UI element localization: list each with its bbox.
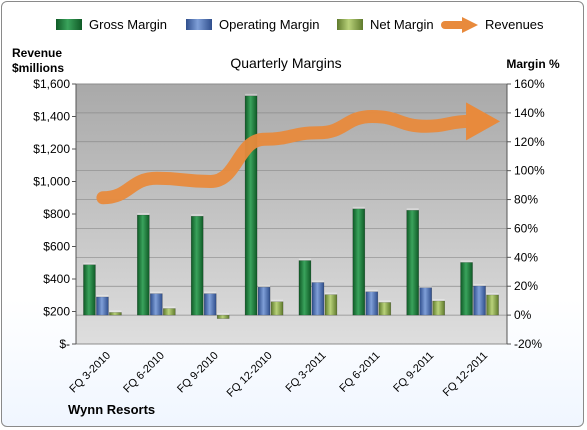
bar-gross-margin bbox=[406, 209, 419, 316]
bar-net-margin-cap bbox=[271, 299, 284, 302]
revenues-arrowhead bbox=[466, 102, 501, 141]
x-axis: FQ 3-2010 FQ 6-2010 FQ 9-2010 FQ 12-2010 FQ … bbox=[67, 350, 490, 400]
bar-gross-margin-cap bbox=[406, 208, 419, 211]
bar-operating-margin-cap bbox=[96, 294, 109, 297]
legend-label-gross-margin: Gross Margin bbox=[89, 17, 167, 32]
bar-operating-margin bbox=[257, 286, 271, 316]
left-tick-label: $200 bbox=[43, 305, 70, 319]
bar-net-margin bbox=[432, 300, 445, 316]
bar-operating-margin-cap bbox=[150, 291, 163, 294]
bar-gross-margin-cap bbox=[191, 214, 204, 217]
bar-net-margin bbox=[216, 314, 230, 319]
left-tick-label: $400 bbox=[43, 272, 70, 286]
legend-swatch-operating-margin bbox=[186, 19, 212, 30]
left-tick-label: $1,200 bbox=[33, 142, 70, 156]
x-tick-label: FQ 3-2010 bbox=[67, 350, 113, 396]
bar-gross-margin-cap bbox=[245, 93, 258, 96]
bar-operating-margin-cap bbox=[204, 291, 217, 294]
bar-gross-margin-cap bbox=[460, 260, 473, 263]
right-tick-label: 40% bbox=[514, 250, 538, 264]
bar-gross-margin-cap bbox=[352, 206, 365, 209]
left-axis: $- $200 $400 $600 $800 $1,000 $1,200 $1,400 $1,6… bbox=[33, 77, 77, 351]
legend-label-operating-margin: Operating Margin bbox=[219, 17, 319, 32]
x-tick-label: FQ 6-2011 bbox=[337, 350, 382, 395]
bar-gross-margin-cap bbox=[137, 213, 150, 216]
left-tick-label: $800 bbox=[43, 207, 70, 221]
left-tick-label: $1,400 bbox=[33, 110, 70, 124]
right-axis-label: Margin % bbox=[506, 57, 560, 71]
legend-swatch-gross-margin bbox=[56, 19, 82, 30]
bar-gross-margin-cap bbox=[298, 258, 311, 261]
bar-gross-margin bbox=[460, 262, 473, 316]
bar-operating-margin bbox=[419, 287, 432, 316]
bar-operating-margin-cap bbox=[311, 280, 324, 283]
bar-operating-margin bbox=[311, 282, 325, 316]
legend-swatch-net-margin bbox=[337, 19, 363, 30]
bar-operating-margin-cap bbox=[365, 289, 378, 292]
bar-gross-margin bbox=[244, 95, 258, 316]
right-tick-label: 160% bbox=[514, 77, 545, 91]
legend-arrowhead-revenues bbox=[462, 17, 478, 33]
right-tick-label: 100% bbox=[514, 164, 545, 178]
bar-net-margin bbox=[270, 301, 284, 316]
bar-net-margin-cap bbox=[324, 292, 337, 295]
right-tick-label: 0% bbox=[514, 308, 532, 322]
bar-net-margin-cap bbox=[163, 306, 176, 309]
bar-gross-margin bbox=[298, 260, 312, 316]
bar-operating-margin-cap bbox=[473, 283, 486, 286]
bar-net-margin-cap bbox=[486, 292, 499, 295]
x-tick-label: FQ 9-2011 bbox=[391, 350, 436, 395]
revenue-line-layer bbox=[96, 102, 501, 205]
bar-gross-margin-cap bbox=[83, 262, 96, 265]
bar-net-margin-cap bbox=[378, 300, 391, 303]
bar-gross-margin bbox=[352, 208, 366, 316]
bar-net-margin bbox=[109, 312, 122, 316]
bar-net-margin bbox=[486, 294, 499, 316]
bar-operating-margin bbox=[203, 293, 217, 316]
right-tick-label: 140% bbox=[514, 106, 545, 120]
left-axis-label-line1: Revenue bbox=[12, 46, 62, 60]
bar-net-margin bbox=[378, 302, 392, 316]
bar-gross-margin bbox=[190, 215, 204, 316]
x-tick-label: FQ 9-2010 bbox=[175, 350, 221, 396]
bar-operating-margin bbox=[473, 285, 486, 316]
left-tick-label: $600 bbox=[43, 240, 70, 254]
bar-operating-margin-cap bbox=[258, 285, 271, 288]
bar-operating-margin bbox=[150, 293, 163, 316]
legend: Gross Margin Operating Margin Net Margin… bbox=[56, 17, 544, 33]
bar-net-margin-cap bbox=[109, 310, 122, 313]
right-tick-label: 20% bbox=[514, 279, 538, 293]
footer-company: Wynn Resorts bbox=[68, 402, 155, 417]
x-tick-label: FQ 6-2010 bbox=[121, 350, 167, 396]
bar-operating-margin bbox=[96, 296, 109, 316]
bar-gross-margin bbox=[137, 214, 150, 316]
x-tick-label: FQ 12-2010 bbox=[225, 350, 275, 400]
bar-net-margin-cap bbox=[432, 298, 445, 301]
bar-gross-margin bbox=[83, 264, 96, 316]
x-tick-label: FQ 3-2011 bbox=[283, 350, 328, 395]
right-axis: -20% 0% 20% 40% 60% 80% 100% 120% 140% 160% bbox=[506, 77, 545, 351]
right-tick-label: 80% bbox=[514, 193, 538, 207]
bar-net-margin bbox=[163, 308, 176, 316]
right-tick-label: 120% bbox=[514, 135, 545, 149]
bar-operating-margin-cap bbox=[419, 285, 432, 288]
right-tick-label: 60% bbox=[514, 221, 538, 235]
legend-label-revenues: Revenues bbox=[485, 17, 544, 32]
left-tick-label: $1,000 bbox=[33, 175, 70, 189]
revenues-line bbox=[96, 110, 477, 205]
chart-title: Quarterly Margins bbox=[230, 55, 341, 71]
bar-net-margin bbox=[324, 294, 338, 316]
left-tick-label: $1,600 bbox=[33, 77, 70, 91]
legend-label-net-margin: Net Margin bbox=[370, 17, 434, 32]
x-tick-label: FQ 12-2011 bbox=[441, 350, 490, 399]
bar-net-margin-cap bbox=[217, 313, 230, 316]
bar-operating-margin bbox=[365, 291, 379, 316]
right-tick-label: -20% bbox=[514, 337, 542, 351]
left-tick-label: $- bbox=[59, 337, 70, 351]
left-axis-label-line2: $millions bbox=[12, 61, 64, 75]
